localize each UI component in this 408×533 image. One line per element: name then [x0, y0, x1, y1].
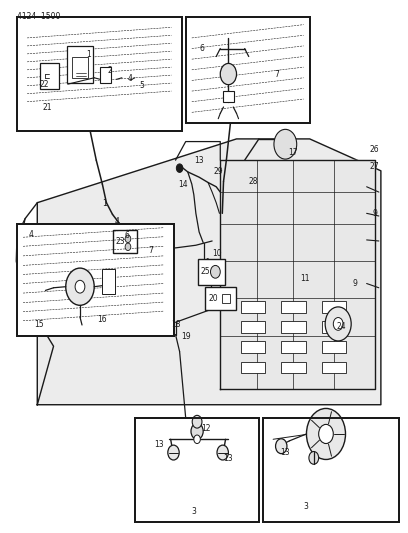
Bar: [67, 46, 93, 83]
Text: 4: 4: [114, 217, 119, 226]
Text: 22: 22: [40, 79, 49, 88]
Circle shape: [274, 130, 297, 159]
Bar: [113, 230, 137, 253]
Bar: [322, 362, 346, 373]
Text: 13: 13: [281, 448, 290, 457]
Bar: [223, 91, 234, 102]
Text: 25: 25: [201, 268, 211, 276]
Text: 7: 7: [275, 70, 279, 78]
Circle shape: [319, 424, 333, 443]
Text: 24: 24: [337, 321, 346, 330]
Text: 6: 6: [200, 44, 204, 53]
Text: 5: 5: [140, 81, 144, 90]
Text: 27: 27: [370, 162, 379, 171]
Text: 26: 26: [369, 145, 379, 154]
Circle shape: [176, 164, 183, 172]
Text: 6: 6: [124, 231, 129, 240]
Text: 15: 15: [35, 320, 44, 329]
Text: 14: 14: [178, 180, 188, 189]
Text: 8: 8: [177, 165, 182, 174]
Circle shape: [306, 408, 346, 459]
Circle shape: [211, 265, 220, 278]
Text: 9: 9: [352, 279, 357, 288]
Text: 17: 17: [288, 148, 298, 157]
Circle shape: [220, 63, 237, 85]
Bar: [198, 259, 224, 285]
Bar: [100, 67, 111, 83]
Circle shape: [309, 451, 319, 464]
Bar: [241, 342, 265, 353]
Text: 28: 28: [248, 177, 257, 186]
Circle shape: [191, 423, 203, 439]
Bar: [102, 269, 115, 294]
Text: 2: 2: [107, 67, 112, 75]
Text: 3: 3: [303, 502, 308, 511]
Bar: [17, 224, 173, 336]
Circle shape: [168, 445, 179, 460]
Circle shape: [217, 445, 228, 460]
Bar: [241, 362, 265, 373]
Text: 4124  1500: 4124 1500: [17, 12, 60, 21]
Circle shape: [192, 415, 202, 428]
Text: 1: 1: [102, 199, 107, 208]
Circle shape: [66, 268, 94, 305]
Bar: [17, 17, 182, 131]
Bar: [281, 321, 306, 333]
Bar: [205, 287, 235, 310]
Bar: [263, 418, 399, 522]
Bar: [72, 56, 88, 78]
Text: 16: 16: [97, 315, 106, 324]
Circle shape: [333, 318, 343, 330]
Circle shape: [275, 439, 287, 454]
Text: 23: 23: [115, 237, 125, 246]
Bar: [263, 418, 399, 522]
Circle shape: [325, 307, 351, 341]
Bar: [135, 418, 259, 522]
Polygon shape: [37, 139, 381, 405]
Text: 13: 13: [155, 440, 164, 449]
Text: 20: 20: [208, 294, 218, 303]
Bar: [17, 224, 173, 336]
Bar: [17, 17, 182, 131]
Text: 29: 29: [213, 167, 223, 176]
Circle shape: [125, 235, 131, 243]
Bar: [322, 321, 346, 333]
Bar: [322, 342, 346, 353]
Circle shape: [194, 435, 200, 443]
Circle shape: [125, 243, 131, 251]
Text: 7: 7: [149, 246, 153, 255]
Text: 1: 1: [86, 51, 91, 59]
Text: 9: 9: [373, 209, 377, 218]
Bar: [281, 301, 306, 313]
Bar: [281, 362, 306, 373]
Bar: [40, 63, 59, 89]
Text: 12: 12: [201, 424, 211, 433]
Bar: [186, 17, 310, 123]
Text: 19: 19: [181, 332, 191, 341]
Circle shape: [75, 280, 85, 293]
Text: 18: 18: [171, 320, 180, 329]
Text: 4: 4: [128, 74, 133, 83]
Text: 3: 3: [191, 506, 196, 515]
Text: 4: 4: [29, 230, 33, 239]
Text: 21: 21: [43, 102, 52, 111]
Bar: [281, 342, 306, 353]
Bar: [222, 294, 231, 303]
Bar: [241, 301, 265, 313]
Bar: [186, 17, 310, 123]
Polygon shape: [220, 160, 375, 389]
Text: 10: 10: [212, 249, 222, 258]
Text: 11: 11: [300, 273, 310, 282]
Text: 13: 13: [223, 455, 233, 463]
Bar: [241, 321, 265, 333]
Text: 13: 13: [194, 156, 204, 165]
Bar: [322, 301, 346, 313]
Bar: [135, 418, 259, 522]
